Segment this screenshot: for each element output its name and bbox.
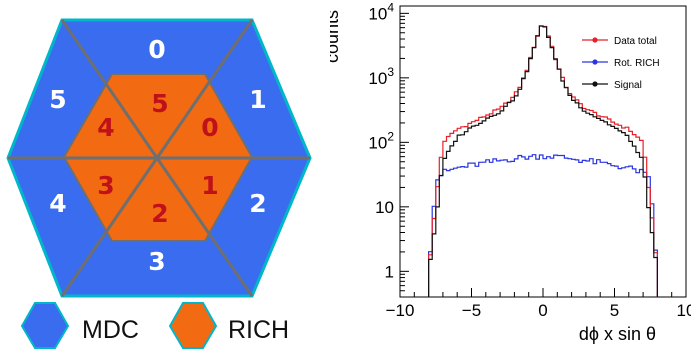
rich-sector-label-0: 0 [201, 113, 218, 142]
mdc-legend-label: MDC [82, 316, 139, 344]
series-line [428, 25, 658, 297]
legend-marker [592, 81, 598, 87]
plot-series [428, 25, 658, 297]
y-tick-label: 103 [368, 65, 394, 88]
x-tick-label: 0 [538, 301, 547, 320]
diagram-legend: MDC RICH [20, 302, 289, 349]
sector-diagram: 0 1 2 3 4 5 0 1 2 3 4 5 MDC RICH [6, 18, 312, 349]
mdc-sector-label-5: 5 [49, 85, 66, 114]
mdc-sector-label-4: 4 [49, 189, 66, 218]
y-axis-title: counts [330, 10, 342, 63]
y-tick-label: 104 [368, 0, 394, 23]
legend-marker [592, 37, 598, 43]
x-tick-label: −5 [462, 301, 481, 320]
rich-sector-label-4: 4 [97, 113, 114, 142]
sector-dividers [8, 19, 310, 297]
rich-legend-swatch [168, 302, 218, 349]
mdc-sector-label-1: 1 [249, 85, 266, 114]
x-axis: −10 −5 0 5 10 [386, 288, 691, 320]
rich-sector-label-2: 2 [151, 199, 168, 228]
rich-sector-label-1: 1 [201, 171, 218, 200]
mdc-sector-label-0: 0 [148, 35, 165, 64]
rich-sector-label-5: 5 [151, 89, 168, 118]
x-axis-title: dϕ x sin θ [579, 324, 656, 344]
legend-label: Data total [614, 36, 657, 47]
legend-marker [592, 59, 598, 65]
legend-label: Rot. RICH [614, 58, 660, 69]
rich-sector-label-3: 3 [97, 171, 114, 200]
y-tick-label: 1 [385, 262, 394, 281]
x-tick-label: 5 [610, 301, 619, 320]
rich-legend-label: RICH [228, 316, 289, 344]
y-axis: 1 10 102 103 104 [368, 0, 409, 298]
x-tick-label: 10 [677, 301, 691, 320]
x-tick-label: −10 [386, 301, 415, 320]
legend-label: Signal [614, 80, 642, 91]
series-line [428, 154, 658, 297]
y-tick-label: 102 [368, 129, 394, 152]
mdc-sector-label-3: 3 [148, 247, 165, 276]
y-tick-exponent: 2 [387, 129, 394, 143]
histogram-chart: 1 10 102 103 104 −10 −5 0 5 10 Data total Rot. RI… [330, 0, 691, 344]
y-tick-label: 10 [375, 198, 394, 217]
y-tick-exponent: 3 [387, 65, 394, 79]
mdc-legend-swatch [20, 302, 70, 349]
mdc-sector-label-2: 2 [249, 189, 266, 218]
chart-legend: Data total Rot. RICH Signal [582, 36, 660, 91]
y-tick-exponent: 4 [387, 0, 394, 14]
